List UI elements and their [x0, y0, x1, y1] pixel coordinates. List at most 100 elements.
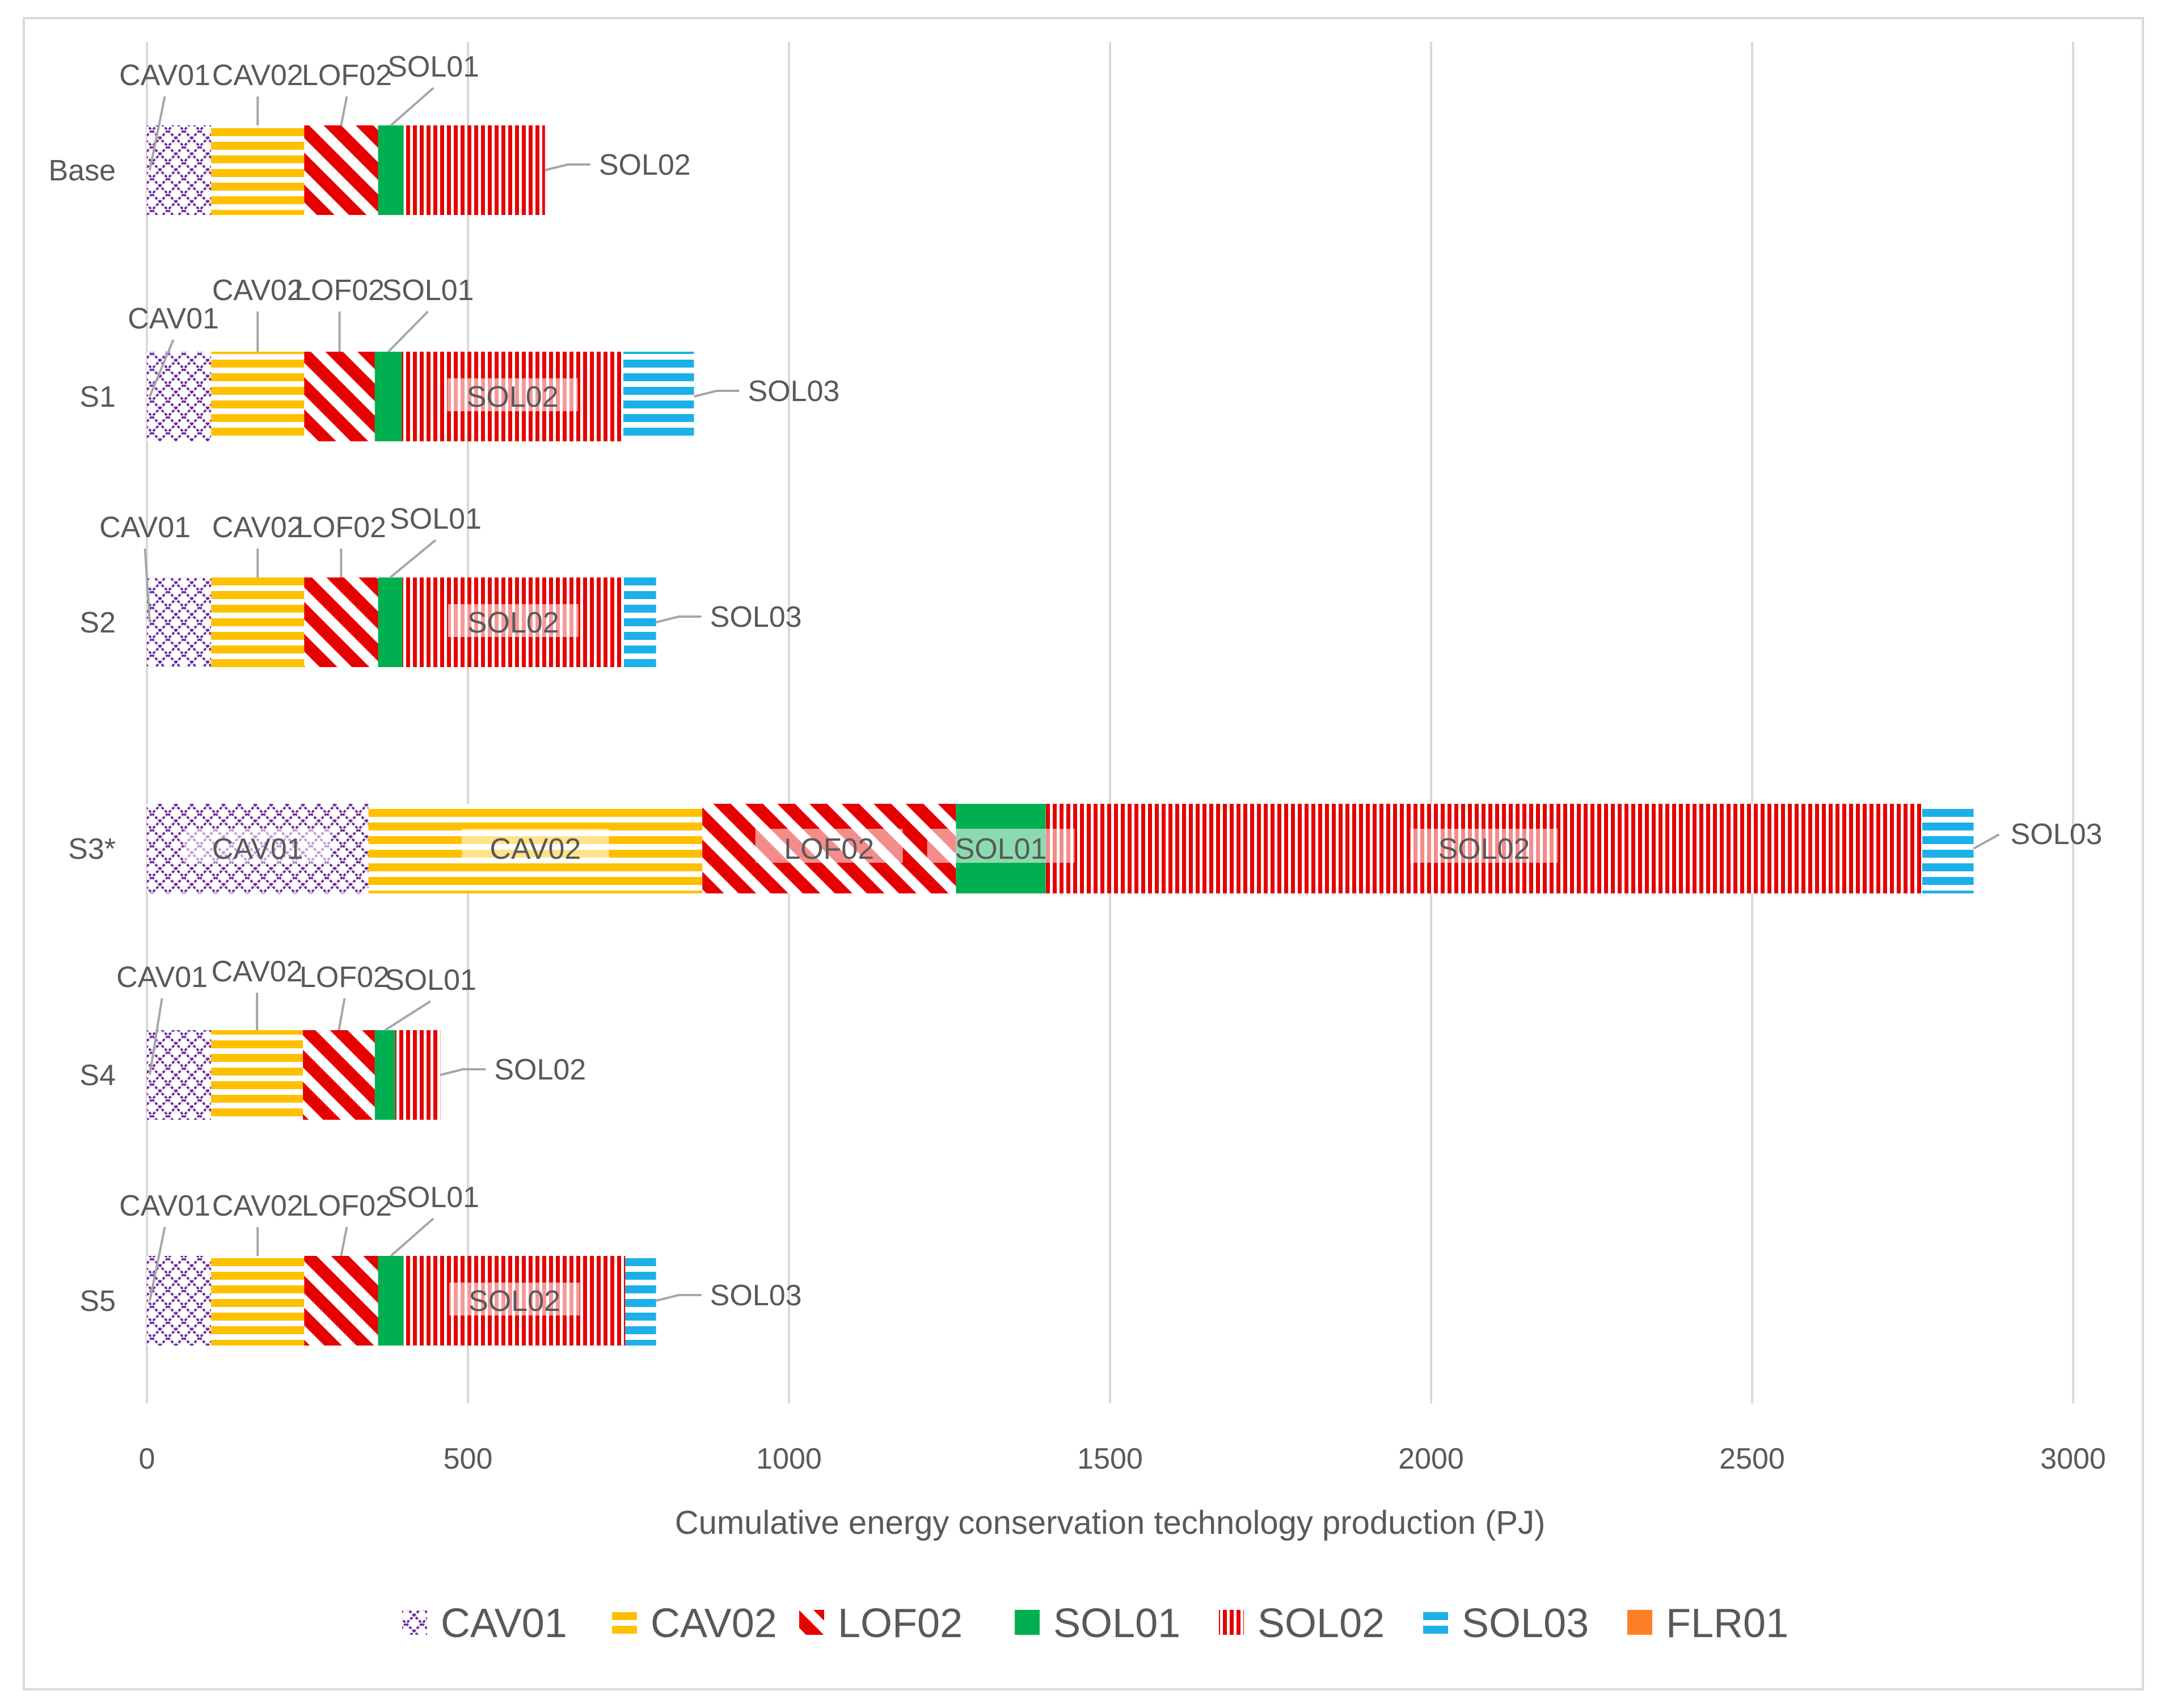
bar-base-cav01 — [147, 125, 212, 215]
x-axis-title: Cumulative energy conservation technolog… — [675, 1504, 1546, 1541]
bar-s2-lof02 — [304, 577, 378, 667]
gridlines — [146, 42, 2074, 1403]
data-label-s1-sol03-leader — [693, 390, 740, 398]
data-label-s2-cav02: CAV02 — [212, 511, 303, 544]
x-tick-label-1000: 1000 — [756, 1443, 822, 1475]
bar-s4-cav01 — [147, 1030, 212, 1120]
x-tick-label-1500: 1500 — [1077, 1443, 1143, 1475]
data-label-s3-sol03-leader — [1973, 833, 2000, 850]
bar-base-sol01 — [378, 125, 404, 215]
data-label-s5-sol03-leader — [656, 1294, 702, 1302]
legend-item-flr01: FLR01 — [1627, 1601, 1788, 1646]
data-label-s5-sol01: SOL01 — [387, 1181, 479, 1214]
data-label-s4-sol02: SOL02 — [494, 1053, 586, 1086]
x-tick-label-2500: 2500 — [1719, 1443, 1785, 1475]
legend-swatch-cav02 — [612, 1610, 637, 1635]
bar-s5-sol01 — [378, 1256, 404, 1346]
legend-swatch-sol01 — [1015, 1610, 1040, 1635]
data-label-base-sol02-leader — [545, 163, 590, 171]
category-label-base: Base — [48, 154, 116, 187]
data-label-s5-cav02: CAV02 — [212, 1190, 303, 1222]
chart-svg: CAV01 CAV02LOF02SOL01SOL02CAV01CAV02LOF02… — [48, 42, 2106, 1646]
data-label-s1-sol02-bg — [447, 378, 578, 411]
bar-s2-cav02 — [211, 577, 305, 667]
bar-s4-sol02 — [395, 1030, 441, 1120]
x-tick-label-3000: 3000 — [2040, 1443, 2106, 1475]
data-label-s3-sol03: SOL03 — [2011, 818, 2103, 851]
bar-s2-cav01 — [147, 577, 212, 667]
data-label-s4-cav01-leader — [149, 998, 163, 1076]
bar-s2-sol01 — [378, 577, 403, 667]
category-label-s1: S1 — [79, 381, 116, 414]
legend-label-flr01: FLR01 — [1666, 1601, 1788, 1646]
bar-s3-sol03 — [1922, 804, 1974, 893]
data-label-base-cav01: CAV01 — [119, 59, 210, 92]
legend-item-sol03: SOL03 — [1423, 1601, 1589, 1646]
data-label-base-sol01: SOL01 — [387, 50, 479, 83]
legend-item-sol01: SOL01 — [1015, 1601, 1180, 1646]
data-label-s2-sol02-bg — [448, 604, 579, 637]
bar-base-lof02 — [304, 125, 378, 215]
bar-s1-cav01 — [147, 352, 212, 441]
data-label-s3-sol02-bg — [1410, 829, 1558, 863]
x-tick-label-500: 500 — [444, 1443, 493, 1475]
data-label-base-sol01-leader — [390, 87, 434, 126]
bar-row-base — [147, 125, 545, 215]
data-label-s3-sol02: SOL02 — [1438, 833, 1530, 866]
data-label-s1-sol01-leader — [387, 310, 429, 353]
data-label-s3-lof02: LOF02 — [784, 833, 874, 866]
legend-item-lof02: LOF02 — [799, 1601, 963, 1646]
bar-s4-cav02 — [211, 1030, 303, 1120]
data-label-s1-sol01: SOL01 — [382, 274, 474, 307]
x-tick-label-0: 0 — [139, 1443, 155, 1475]
legend-swatch-sol03 — [1423, 1610, 1448, 1635]
bar-s4-lof02 — [303, 1030, 375, 1120]
bars — [147, 125, 1974, 1346]
bar-s1-cav02 — [211, 352, 305, 441]
data-label-s2-cav01-leader — [144, 548, 151, 623]
data-label-s4-lof02: LOF02 — [299, 961, 390, 994]
data-label-s1-sol02: SOL02 — [467, 381, 559, 414]
bar-s2-sol03 — [624, 577, 656, 667]
legend-label-sol03: SOL03 — [1462, 1601, 1589, 1646]
data-label-s2-sol01: SOL01 — [390, 503, 482, 535]
data-label-s4-sol01: SOL01 — [385, 964, 476, 997]
bar-s5-sol03 — [625, 1256, 656, 1346]
legend-swatch-cav01 — [402, 1610, 427, 1635]
axes: 0 500 1000 1500 2000 2500 3000 Cumulative energ… — [48, 154, 2105, 1541]
legend-label-sol01: SOL01 — [1053, 1601, 1180, 1646]
data-label-s3-cav01: CAV01 — [212, 833, 303, 866]
data-label-s4-cav01: CAV01 — [116, 961, 208, 994]
legend-label-lof02: LOF02 — [838, 1601, 963, 1646]
data-label-s5-sol02-bg — [449, 1283, 580, 1315]
data-label-base-cav02: CAV02 — [212, 59, 303, 92]
bar-s5-cav02 — [211, 1256, 305, 1346]
data-label-s3-cav02-bg — [461, 829, 609, 863]
legend-swatch-sol02 — [1219, 1610, 1244, 1635]
bar-row-s1 — [147, 352, 694, 441]
data-label-s4-sol02-leader — [440, 1068, 486, 1076]
legend-item-cav02: CAV02 — [612, 1601, 777, 1646]
bar-row-s2 — [147, 577, 656, 667]
data-label-s4-lof02-leader — [337, 998, 346, 1031]
legend-label-cav02: CAV02 — [651, 1601, 777, 1646]
legend-item-cav01: CAV01 — [402, 1601, 567, 1646]
data-label-s2-cav01: CAV01 — [99, 511, 191, 544]
data-label-s5-sol03: SOL03 — [710, 1279, 802, 1312]
data-labels: CAV01 CAV02LOF02SOL01SOL02CAV01CAV02LOF02… — [99, 50, 2102, 1318]
bar-s1-sol01 — [374, 352, 402, 441]
data-label-s2-sol03: SOL03 — [710, 601, 802, 634]
chart-frame: CAV01 CAV02 LOF02 SOL01 SOL02 CAV01 CAV02 LOF02… — [23, 17, 2144, 1690]
data-label-s5-sol01-leader — [390, 1217, 434, 1257]
data-label-s3-lof02-bg — [755, 829, 903, 863]
data-label-s5-cav01-leader — [149, 1226, 166, 1301]
category-label-s3: S3* — [68, 833, 116, 866]
category-label-s5: S5 — [79, 1285, 116, 1318]
data-label-s4-cav02: CAV02 — [212, 955, 303, 988]
x-tick-label-2000: 2000 — [1398, 1443, 1464, 1475]
data-label-s4-sol01-leader — [384, 1000, 432, 1031]
bar-base-sol02 — [403, 125, 545, 215]
data-label-base-lof02-leader — [340, 96, 348, 126]
data-label-s3-cav02: CAV02 — [489, 833, 581, 866]
legend: CAV01 CAV02 LOF02 SOL01 SOL02 SOL03 FLR01 — [402, 1601, 1788, 1646]
